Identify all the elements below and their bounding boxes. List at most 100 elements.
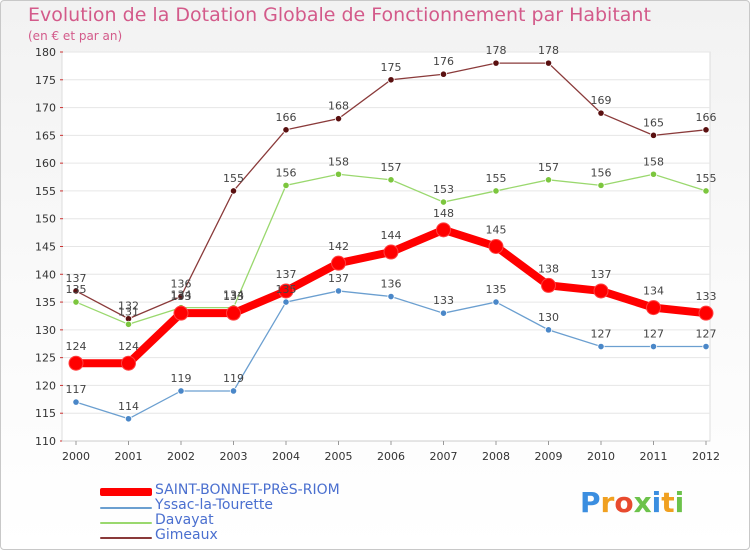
data-label: 135 [276,283,297,296]
data-point [124,415,133,423]
y-tick-label: 145 [35,241,56,254]
data-label: 178 [486,44,507,57]
x-tick-label: 2000 [62,450,90,463]
data-point [492,187,500,195]
data-point [702,126,710,134]
data-point [649,342,658,351]
data-label: 134 [643,285,664,298]
y-tick-label: 175 [35,74,56,87]
data-point [492,59,500,67]
legend-label: SAINT-BONNET-PRèS-RIOM [155,482,340,498]
data-label: 131 [118,305,139,318]
data-point [544,176,553,184]
y-tick-label: 110 [35,435,56,448]
legend-label: Davayat [155,512,214,528]
proxiti-logo: Proxiti [580,486,684,519]
x-tick-label: 2008 [482,450,510,463]
data-label: 166 [276,111,297,124]
data-label: 135 [66,283,87,296]
y-tick-label: 160 [35,157,56,170]
data-label: 133 [433,294,454,307]
data-label: 148 [433,207,454,220]
data-label: 169 [591,94,612,107]
data-label: 132 [118,300,139,313]
data-label: 176 [433,55,454,68]
data-point [649,170,658,178]
data-point [488,239,504,254]
data-point [436,222,451,238]
data-label: 133 [223,290,244,303]
data-point [229,187,238,195]
series-3 [72,59,710,323]
data-label: 156 [591,166,612,179]
data-label: 134 [171,289,192,302]
x-tick-label: 2010 [587,450,615,463]
x-tick-label: 2009 [535,450,563,463]
data-label: 127 [696,328,717,341]
data-label: 134 [223,289,244,302]
data-point [646,300,661,316]
data-point [698,305,714,321]
data-label: 144 [381,229,402,242]
logo-letter: i [651,486,662,519]
data-point [702,342,710,351]
y-tick-label: 135 [35,296,56,309]
data-label: 136 [381,278,402,291]
data-point [282,298,290,306]
data-labels-layer: 137 132 136 155 166 168 175 176 178 178 169 165 166 1… [66,44,717,413]
data-point [173,305,189,321]
data-point [593,283,609,299]
legend-label: Yssac-la-Tourette [155,497,273,513]
data-point [177,387,185,395]
data-point [229,387,238,395]
data-point [334,115,343,123]
data-point [544,326,553,334]
data-label: 155 [486,172,507,185]
data-label: 165 [643,116,664,129]
data-label: 124 [66,340,87,353]
data-label: 137 [591,268,612,281]
data-point [439,309,448,317]
y-tick-label: 120 [35,379,56,392]
data-point [387,76,395,84]
x-tick-label: 2004 [272,450,300,463]
data-label: 178 [538,44,559,57]
data-point [597,342,605,351]
data-label: 156 [276,166,297,179]
legend-swatch [100,488,152,496]
data-point [278,283,294,299]
logo-letter: t [661,486,675,519]
y-tick-label: 180 [35,46,56,59]
data-label: 127 [591,328,612,341]
data-point [68,355,84,371]
data-point [387,292,395,301]
data-label: 153 [433,183,454,196]
data-point [334,287,343,295]
x-tick-label: 2007 [430,450,458,463]
data-point [177,292,185,301]
data-point [541,277,556,293]
series-1 [72,287,710,423]
data-label: 130 [538,311,559,324]
data-label: 145 [486,224,507,237]
data-point [72,298,80,306]
data-point [72,287,80,295]
logo-letter: r [600,486,615,519]
axes: 110 115 120 125 130 135 140 145 150 155 160 165 170 1… [35,46,720,463]
data-point [282,181,290,189]
data-label: 119 [223,372,244,385]
y-tick-label: 155 [35,185,56,198]
data-point [226,305,241,321]
series-2 [72,170,710,328]
data-point [121,355,136,371]
logo-letter: i [674,486,685,519]
data-point [597,109,605,117]
data-point [649,131,658,139]
x-tick-label: 2003 [220,450,248,463]
y-tick-label: 130 [35,324,56,337]
y-tick-label: 170 [35,102,56,115]
data-label: 155 [696,172,717,185]
data-label: 138 [538,262,559,275]
y-tick-label: 140 [35,268,56,281]
